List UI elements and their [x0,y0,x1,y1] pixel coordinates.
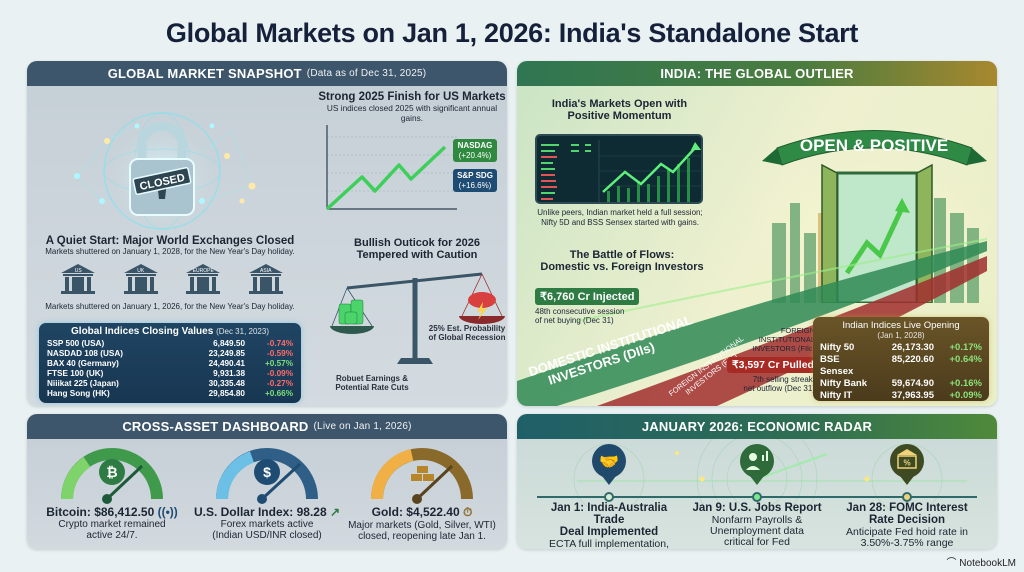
bitcoin-value: Bitcoin: $86,412.50 ((•)) [46,505,178,519]
exchange-us: US [58,263,98,295]
us-markets-chart: Strong 2025 Finish for US Markets US ind… [317,91,507,221]
dollar-index-value: U.S. Dollar Index: 98.28 ↗ [193,505,341,519]
table-row: Niiikat 225 (Japan) 30,335.48 -0.27% [47,379,293,388]
exchange-building-icon [248,264,283,294]
table-row: NASDAD 108 (USA) 23,249.85 -0.59% [47,349,293,358]
table-row: Hang Song (HK) 29,854.80 +0.66% [47,389,293,398]
network-globe-icon: CLOSED [74,109,256,233]
dollar-gauge-icon: $ [216,448,318,504]
bitcoin-desc: Crypto market remained active 24/7. [58,519,166,541]
svg-text:🤝: 🤝 [599,454,619,471]
economic-radar-panel: JANUARY 2026: ECONOMIC RADAR 🤝 % Jan 1: … [517,414,997,549]
gold-desc: Major markets (Gold, Silver, WTI) closed,… [348,520,496,542]
snapshot-header-note: (Data as of Dec 31, 2025) [306,68,427,79]
gold-gauge-icon [370,448,473,504]
quiet-start-caption: Markets shuttered on January 1, 2026, fo… [45,302,295,311]
live-table-date: (Jan 1, 2028) [877,331,925,340]
gold-gauge: Gold: $4,522.40 ⏱ Major markets (Gold, S… [347,444,497,542]
balance-scale-icon [330,272,505,364]
fii-note: 7th selling streak, net outflow (Dec 31) [743,375,815,393]
live-signal-icon: ((•)) [157,505,178,519]
svg-text:$: $ [263,464,271,480]
dollar-index-gauge: $ U.S. Dollar Index: 98.28 ↗ Forex marke… [192,444,342,541]
gold-value: Gold: $4,522.40 ⏱ [371,505,473,519]
bitcoin-gauge-icon: ₿ [61,448,163,504]
trend-up-icon: ↗ [330,505,341,519]
dii-note: 48th consecutive session of net buying (D… [535,307,625,325]
table-row: FTSE 100 (UK) 9,931.38 -0.09% [47,369,293,378]
quiet-start-title: A Quiet Start: Major World Exchanges Clo… [45,235,295,247]
momentum-title: India's Markets Open with Positive Momen… [551,98,688,122]
notebooklm-brand: ⌒ NotebookLM [946,558,1016,569]
india-header: INDIA: THE GLOBAL OUTLIER [517,61,997,86]
exchange-uk: UK [121,263,161,295]
snapshot-header-title: GLOBAL MARKET SNAPSHOT [107,66,302,81]
cross-asset-dashboard-panel: CROSS-ASSET DASHBOARD (Live on Jan 1, 202… [27,414,507,549]
cross-asset-header: CROSS-ASSET DASHBOARD (Live on Jan 1, 202… [27,414,507,439]
exchange-building-icon [123,264,158,294]
table-row: Nifty Bank 59,674.90 +0.16% [820,378,982,389]
recession-probability-label: 25% Est. Probability of Global Recession [428,324,506,342]
india-outlier-panel: INDIA: THE GLOBAL OUTLIER India's Market… [517,61,997,406]
event-us-jobs-report: Jan 9: U.S. Jobs Report Nonfarm Payrolls… [692,502,822,548]
jobs-icon [740,444,774,485]
outlook-title: Bullish Outicok for 2026 Tempered with C… [354,237,480,261]
table-row: Nifty 50 26,173.30 +0.17% [820,342,982,353]
table-row: BAX 40 (Germany) 24,490.41 +0.57% [47,359,293,368]
bank-percent-icon: % [890,444,924,485]
exchange-building-icon [186,264,221,294]
exchange-building-icon [61,264,96,294]
table-row: SSP 500 (USA) 6,849.50 -0.74% [47,339,293,348]
earnings-rate-cuts-label: Robuet Earnings & Potential Rate Cuts [335,374,409,392]
nasdaq-tag: NASDAG (+20.4%) [453,139,497,163]
svg-text:₿: ₿ [106,464,117,480]
quiet-start-section: A Quiet Start: Major World Exchanges Clo… [39,235,301,256]
flows-title: The Battle of Flows: Domestic vs. Foreig… [540,249,704,273]
global-market-snapshot-panel: GLOBAL MARKET SNAPSHOT (Data as of Dec 3… [27,61,507,406]
us-markets-title: Strong 2025 Finish for US Markets [318,91,506,103]
global-indices-title: Global Indices Closing Values (Dec 31, 2… [71,326,269,337]
stopwatch-icon: ⏱ [463,505,473,519]
momentum-caption: Unlike peers, Indian market held a full … [537,208,703,227]
snapshot-header: GLOBAL MARKET SNAPSHOT (Data as of Dec 3… [27,61,507,86]
handshake-icon: 🤝 [592,444,626,485]
sp-tag: S&P SDG (+16.6%) [453,169,497,193]
quiet-start-subtitle: Markets shuttered on January 1, 2028, fo… [45,247,295,256]
fii-label: FOREIGN INSTITUTIONAL INVESTORS (FIlc) [752,326,815,353]
us-markets-subtitle: US indices closed 2025 with significant … [326,103,498,123]
investor-flows-streams [517,238,988,406]
exchange-europe: EUROPE [183,263,223,295]
page-title: Global Markets on Jan 1, 2026: India's S… [165,18,859,48]
closed-lock-globe-illustration: CLOSED [62,101,262,233]
us-gain-line-chart [325,125,457,211]
stock-terminal-chart-icon [541,140,701,202]
indian-indices-live-table: Indian Indices Live Opening (Jan 1, 2028… [813,317,989,401]
live-table-title: Indian Indices Live Opening [842,320,960,331]
global-indices-table: Global Indices Closing Values (Dec 31, 2… [39,323,301,403]
radar-timeline: 🤝 % [537,439,977,509]
radar-header: JANUARY 2026: ECONOMIC RADAR [517,414,997,439]
market-terminal-screen [535,134,703,204]
svg-text:%: % [903,459,910,468]
event-fomc-rate-decision: Jan 28: FOMC Interest Rate Decision Antic… [846,502,968,549]
bitcoin-gauge: ₿ Bitcoin: $86,412.50 ((•)) Crypto marke… [37,444,187,541]
dollar-index-desc: Forex markets active (Indian USD/INR clos… [212,519,322,541]
table-row: Nifty IT 37,963.95 +0.09% [820,390,982,401]
table-row: BSE Sensex 85,220.60 +0.64% [820,354,982,377]
notebooklm-logo-icon: ⌒ [946,558,960,569]
fii-pulled-badge: ₹3,597 Cr Pulled [727,357,819,373]
event-india-australia-trade: Jan 1: India-Australia Trade Deal Impleme… [548,502,670,549]
dii-injected-badge: ₹6,760 Cr Injected [535,288,640,305]
closed-exchanges-row: US UK EUROPE ASIA [47,263,297,295]
open-positive-banner: OPEN & POSITIVE [800,136,948,155]
exchange-asia: ASIA [246,263,286,295]
